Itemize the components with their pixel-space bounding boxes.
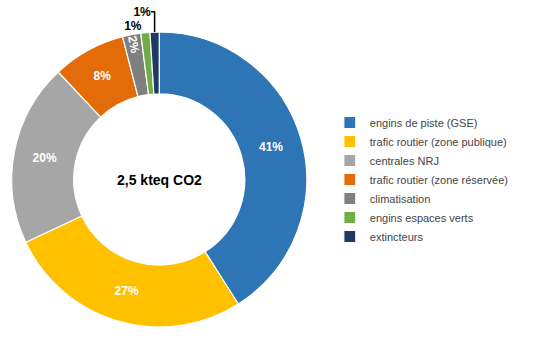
svg-text:8%: 8% <box>93 69 111 83</box>
svg-text:41%: 41% <box>259 140 283 154</box>
svg-text:trafic routier (zone réservée): trafic routier (zone réservée) <box>370 174 508 186</box>
svg-text:2%: 2% <box>125 35 142 55</box>
svg-text:climatisation: climatisation <box>370 193 431 205</box>
svg-text:trafic routier (zone publique): trafic routier (zone publique) <box>370 136 507 148</box>
svg-text:extincteurs: extincteurs <box>370 231 424 243</box>
svg-text:1%: 1% <box>133 5 151 19</box>
svg-text:20%: 20% <box>33 151 57 165</box>
svg-text:2,5 kteq CO2: 2,5 kteq CO2 <box>117 172 202 188</box>
svg-text:1%: 1% <box>124 19 142 33</box>
svg-text:engins espaces verts: engins espaces verts <box>370 212 474 224</box>
svg-text:centrales NRJ: centrales NRJ <box>370 155 439 167</box>
svg-text:engins de piste (GSE): engins de piste (GSE) <box>370 117 478 129</box>
svg-text:27%: 27% <box>115 284 139 298</box>
